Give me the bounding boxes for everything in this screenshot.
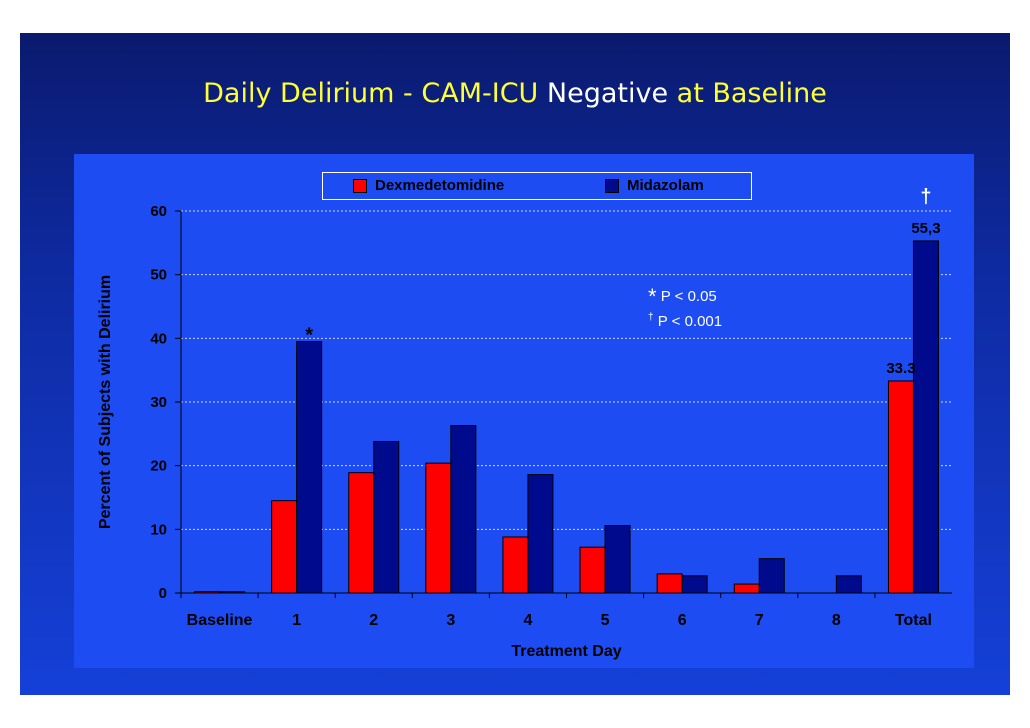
chart-legend: Dexmedetomidine Midazolam [322, 172, 752, 200]
legend-swatch-dexmedetomidine [353, 178, 367, 193]
legend-swatch-midazolam [605, 178, 619, 193]
title-part-2: Negative [546, 78, 669, 109]
legend-label-dexmedetomidine: Dexmedetomidine [375, 177, 505, 194]
y-axis-title: Percent of Subjects with Delirium [97, 275, 114, 529]
bar-midazolam-6 [681, 575, 708, 594]
bar-dexmedetomidine-4 [502, 536, 529, 594]
bar-dexmedetomidine-7 [733, 583, 760, 594]
x-tick-label: 6 [678, 612, 687, 629]
y-tick-label: 20 [150, 458, 167, 475]
note-symbol-asterisk: * [648, 284, 657, 309]
y-tick-label: 40 [150, 330, 167, 347]
x-tick-label: Baseline [187, 612, 253, 629]
slide-title: Daily Delirium - CAM-ICU Negative at Bas… [0, 78, 1030, 109]
y-tick-label: 30 [150, 394, 167, 411]
x-tick-label: 7 [755, 612, 764, 629]
legend-label-midazolam: Midazolam [627, 177, 704, 194]
x-axis-title: Treatment Day [511, 643, 621, 660]
x-tick-label: 1 [292, 612, 301, 629]
x-tick-label: 2 [369, 612, 378, 629]
bar-dexmedetomidine-3 [425, 462, 452, 594]
legend-item-dexmedetomidine: Dexmedetomidine [353, 177, 504, 194]
significance-note-p005: * P < 0.05 [648, 284, 717, 310]
x-tick-label: Total [895, 612, 932, 629]
bar-midazolam-7 [758, 558, 785, 594]
data-annotation: * [305, 325, 313, 347]
y-tick-label: 60 [150, 203, 167, 220]
bar-midazolam-5 [604, 525, 631, 594]
data-annotation: 55,3 [911, 220, 940, 237]
legend-item-midazolam: Midazolam [605, 177, 704, 194]
bar-midazolam-2 [373, 440, 400, 594]
data-annotation: † [920, 186, 931, 208]
note-symbol-dagger: † [648, 312, 654, 323]
bar-dexmedetomidine-total [887, 380, 914, 594]
bar-midazolam-1 [296, 341, 323, 594]
x-tick-label: 5 [601, 612, 610, 629]
bar-midazolam-total [912, 240, 939, 594]
note-text-p005: P < 0.05 [660, 288, 717, 305]
bar-midazolam-3 [450, 425, 477, 594]
x-tick-label: 8 [832, 612, 841, 629]
bar-dexmedetomidine-6 [656, 573, 683, 594]
y-tick-label: 10 [150, 521, 167, 538]
y-tick-label: 0 [159, 585, 167, 602]
x-tick-label: 3 [446, 612, 455, 629]
data-annotation: 33.3 [886, 360, 915, 377]
bar-dexmedetomidine-1 [271, 500, 298, 594]
title-part-1: Daily Delirium - CAM-ICU [203, 78, 547, 109]
bar-dexmedetomidine-5 [579, 546, 606, 594]
significance-note-p0001: † P < 0.001 [648, 312, 722, 330]
bar-midazolam-4 [527, 474, 554, 594]
bar-midazolam-8 [835, 575, 862, 594]
bar-dexmedetomidine-2 [348, 472, 375, 594]
y-tick-label: 50 [150, 267, 167, 284]
note-text-p0001: P < 0.001 [657, 313, 723, 330]
title-part-3: at Baseline [668, 78, 827, 109]
x-tick-label: 4 [523, 612, 532, 629]
